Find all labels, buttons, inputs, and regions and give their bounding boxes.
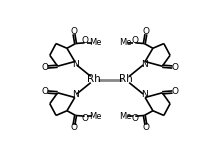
Text: O: O	[131, 114, 138, 123]
Text: O: O	[41, 87, 48, 97]
Text: O: O	[41, 62, 48, 72]
Text: N: N	[72, 60, 79, 69]
Text: N: N	[141, 60, 148, 69]
Text: O: O	[172, 87, 179, 97]
Text: O: O	[82, 36, 89, 45]
Text: O: O	[70, 123, 78, 132]
Text: N: N	[72, 90, 79, 99]
Text: O: O	[82, 114, 89, 123]
Text: O: O	[142, 27, 149, 36]
Text: Rh: Rh	[120, 75, 133, 84]
Text: Me: Me	[89, 38, 101, 47]
Text: O: O	[131, 36, 138, 45]
Text: Me: Me	[119, 112, 131, 121]
Text: O: O	[142, 123, 149, 132]
Text: O: O	[70, 27, 78, 36]
Text: Me: Me	[119, 38, 131, 47]
Text: O: O	[172, 62, 179, 72]
Text: Me: Me	[89, 112, 101, 121]
Text: N: N	[141, 90, 148, 99]
Text: Rh: Rh	[87, 75, 100, 84]
